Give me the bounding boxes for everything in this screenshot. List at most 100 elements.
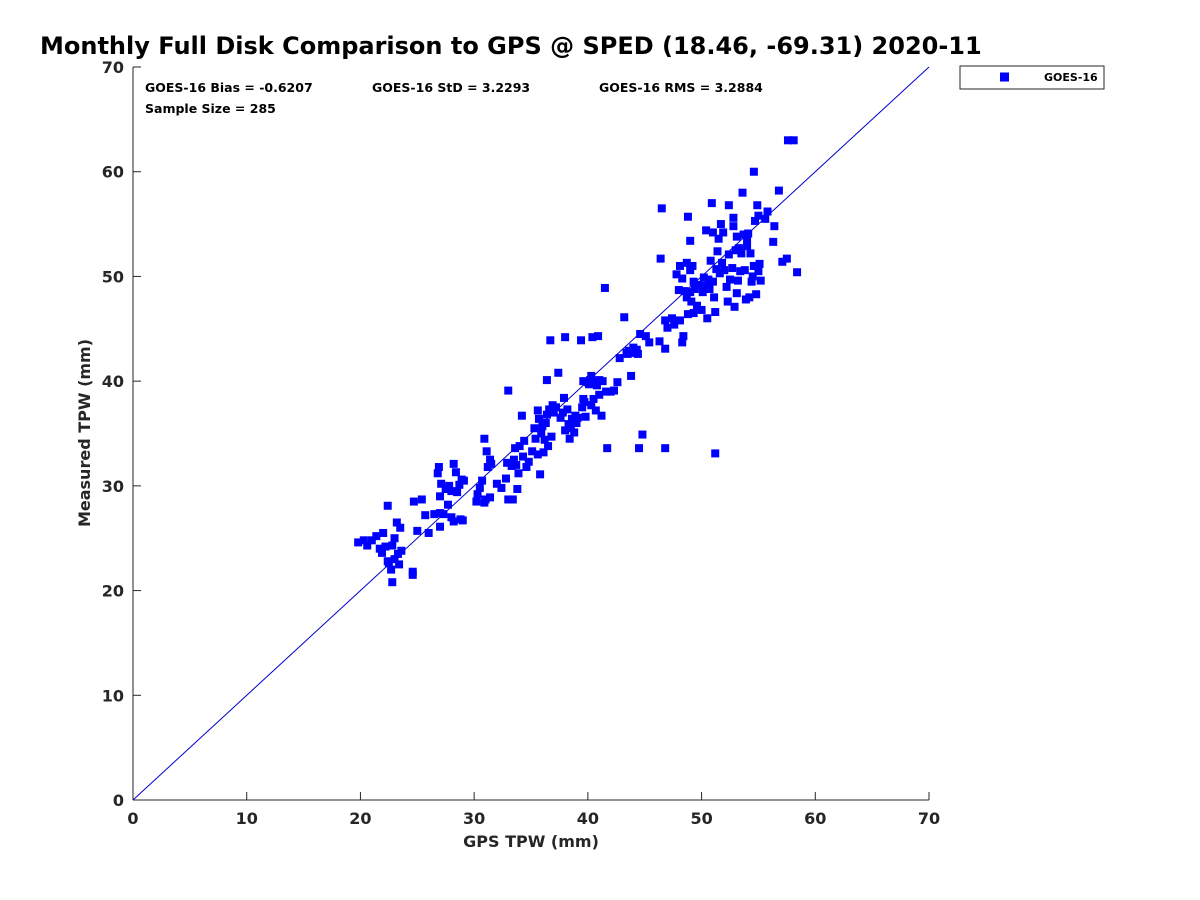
y-tick-label: 60	[102, 163, 124, 182]
x-tick-label: 0	[127, 809, 138, 828]
data-point	[546, 336, 555, 345]
data-point	[730, 302, 739, 311]
data-point	[354, 538, 363, 547]
data-point	[636, 330, 645, 339]
data-point	[501, 474, 510, 483]
data-point	[690, 284, 699, 293]
data-point	[408, 570, 417, 579]
axes: 0 10 20 30 40 50 60 70 0 10 20 30 40 50 60 70	[102, 58, 940, 828]
data-point	[702, 226, 711, 235]
data-point	[381, 542, 390, 551]
data-point	[793, 268, 802, 277]
y-tick-label: 40	[102, 372, 124, 391]
data-point	[542, 410, 551, 419]
data-point	[390, 534, 399, 543]
one-to-one-line	[132, 66, 930, 801]
data-point	[492, 479, 501, 488]
x-tick-label: 70	[918, 809, 940, 828]
data-point	[615, 354, 624, 363]
data-points	[354, 136, 802, 587]
data-point	[531, 434, 540, 443]
data-point	[661, 344, 670, 353]
data-point	[455, 480, 464, 489]
data-point	[589, 394, 598, 403]
data-point	[508, 495, 517, 504]
data-point	[620, 313, 629, 322]
x-tick-label: 50	[690, 809, 712, 828]
data-point	[458, 516, 467, 525]
y-tick-label: 70	[102, 58, 124, 77]
data-point	[570, 428, 579, 437]
data-point	[729, 222, 738, 231]
data-point	[565, 434, 574, 443]
data-point	[656, 254, 665, 263]
data-point	[675, 261, 684, 270]
data-point	[687, 297, 696, 306]
data-point	[697, 305, 706, 314]
data-point	[587, 371, 596, 380]
data-point	[451, 468, 460, 477]
data-point	[747, 277, 756, 286]
y-axis-label: Measured TPW (mm)	[75, 339, 94, 527]
data-point	[641, 332, 650, 341]
data-point	[778, 257, 787, 266]
data-point	[375, 544, 384, 553]
data-point	[549, 408, 558, 417]
data-point	[388, 541, 397, 550]
data-point	[769, 237, 778, 246]
data-point	[478, 476, 487, 485]
data-point	[724, 201, 733, 210]
data-point	[541, 419, 550, 428]
data-point	[603, 444, 612, 453]
data-point	[675, 316, 684, 325]
data-point	[367, 536, 376, 545]
data-point	[728, 264, 737, 273]
data-point	[704, 275, 713, 284]
data-point	[674, 286, 683, 295]
data-point	[635, 444, 644, 453]
data-point	[632, 345, 641, 354]
stat-rms: GOES-16 RMS = 3.2884	[599, 80, 763, 95]
data-point	[445, 481, 454, 490]
data-point	[686, 236, 695, 245]
data-point	[515, 442, 524, 451]
data-point	[663, 323, 672, 332]
data-point	[678, 274, 687, 283]
data-point	[733, 276, 742, 285]
data-point	[686, 266, 695, 275]
data-point	[561, 333, 570, 342]
data-point	[572, 419, 581, 428]
data-point	[789, 136, 798, 145]
data-point	[749, 261, 758, 270]
data-point	[378, 548, 387, 557]
data-point	[588, 333, 597, 342]
data-point	[559, 393, 568, 402]
data-point	[782, 254, 791, 263]
data-point	[783, 136, 792, 145]
data-point	[592, 381, 601, 390]
data-point	[511, 444, 520, 453]
data-point	[720, 266, 729, 275]
data-point	[443, 500, 452, 509]
x-tick-label: 40	[577, 809, 599, 828]
x-tick-label: 20	[349, 809, 371, 828]
data-point	[580, 398, 589, 407]
data-point	[661, 316, 670, 325]
stat-sample-size: Sample Size = 285	[145, 101, 276, 116]
data-point	[693, 301, 702, 310]
data-point	[716, 220, 725, 229]
data-point	[449, 459, 458, 468]
data-point	[700, 281, 709, 290]
data-point	[379, 528, 388, 537]
data-point	[409, 497, 418, 506]
data-point	[703, 314, 712, 323]
y-tick-label: 30	[102, 477, 124, 496]
data-point	[453, 488, 462, 497]
data-point	[602, 387, 611, 396]
data-point	[600, 283, 609, 292]
data-point	[756, 276, 765, 285]
data-point	[573, 413, 582, 422]
data-point	[594, 332, 603, 341]
stat-bias: GOES-16 Bias = -0.6207	[145, 80, 313, 95]
data-point	[745, 293, 754, 302]
